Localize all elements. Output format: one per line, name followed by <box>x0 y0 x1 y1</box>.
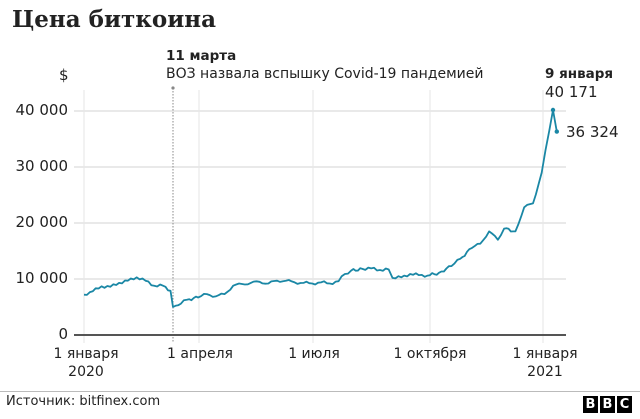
pandemic-marker-dot <box>171 86 175 90</box>
peak-marker <box>550 107 556 113</box>
x-tick-jul: 1 июля <box>288 345 340 363</box>
x-tick-oct: 1 октября <box>394 345 467 363</box>
y-tick-10000: 10 000 <box>15 269 69 287</box>
y-tick-30000: 30 000 <box>15 157 69 175</box>
gridlines <box>74 90 566 343</box>
y-axis-unit: $ <box>59 66 69 84</box>
y-tick-0: 0 <box>58 325 68 343</box>
x-tick-label: 1 октября <box>393 346 467 362</box>
x-tick-jan-2021: 1 января 2021 <box>512 345 577 381</box>
logo-letter: B <box>600 396 615 413</box>
bbc-logo: B B C <box>583 396 632 413</box>
x-tick-label: 1 июля <box>288 346 340 362</box>
x-tick-label: 1 апреля <box>167 346 233 362</box>
x-tick-apr: 1 апреля <box>167 345 233 363</box>
last-marker <box>554 129 559 134</box>
chart-title: Цена биткоина <box>12 6 217 33</box>
source-credit: Источник: bitfinex.com <box>6 394 161 409</box>
x-tick-year: 2021 <box>527 364 563 380</box>
annotation-date: 11 марта <box>166 48 237 64</box>
logo-letter: C <box>617 396 632 413</box>
x-tick-label: 1 января <box>53 346 119 362</box>
annotation-text: ВОЗ назвала вспышку Covid-19 пандемией <box>166 66 484 82</box>
x-tick-label: 1 января <box>512 346 578 362</box>
y-tick-20000: 20 000 <box>15 213 69 231</box>
y-tick-40000: 40 000 <box>15 101 69 119</box>
x-tick-year: 2020 <box>68 364 104 380</box>
peak-value-label: 40 171 <box>545 83 598 101</box>
last-value-label: 36 324 <box>566 123 619 141</box>
logo-letter: B <box>583 396 598 413</box>
price-line <box>83 109 558 308</box>
peak-date-label: 9 января <box>545 66 614 82</box>
footer-divider <box>0 391 640 392</box>
x-tick-jan-2020: 1 января 2020 <box>53 345 118 381</box>
